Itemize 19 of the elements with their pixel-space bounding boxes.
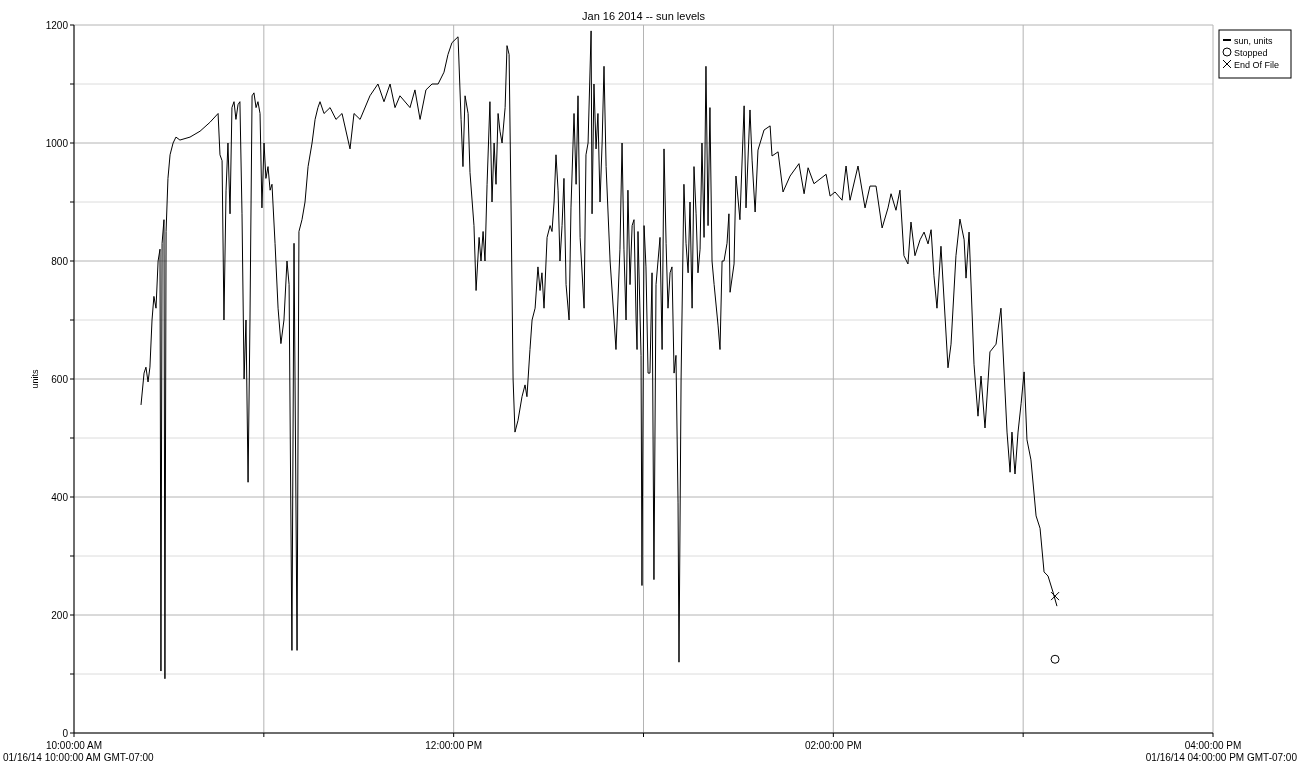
x-tick-label: 12:00:00 PM xyxy=(425,740,483,751)
y-tick-label: 0 xyxy=(62,727,69,739)
y-tick-label: 1200 xyxy=(45,19,69,31)
legend-label: End Of File xyxy=(1234,59,1280,70)
legend-label: sun, units xyxy=(1234,35,1274,46)
y-tick-label: 800 xyxy=(51,255,69,267)
x-tick-label: 04:00:00 PM xyxy=(1184,740,1242,751)
text: 01/16/14 04:00:00 PM GMT-07:00 xyxy=(1145,752,1298,763)
x-tick-label: 02:00:00 PM xyxy=(804,740,862,751)
line-series xyxy=(140,30,1058,680)
text: 01/16/14 10:00:00 AM GMT-07:00 xyxy=(3,752,155,763)
y-axis-title: units xyxy=(30,369,40,389)
y-tick-label: 600 xyxy=(51,373,69,385)
legend-label: Stopped xyxy=(1234,47,1268,58)
y-tick-label: 200 xyxy=(51,609,69,621)
y-tick-label: 400 xyxy=(51,491,69,503)
chart-title: Jan 16 2014 -- sun levels xyxy=(582,10,706,22)
y-tick-label: 1000 xyxy=(45,137,69,149)
x-tick-label: 10:00:00 AM xyxy=(45,740,103,751)
